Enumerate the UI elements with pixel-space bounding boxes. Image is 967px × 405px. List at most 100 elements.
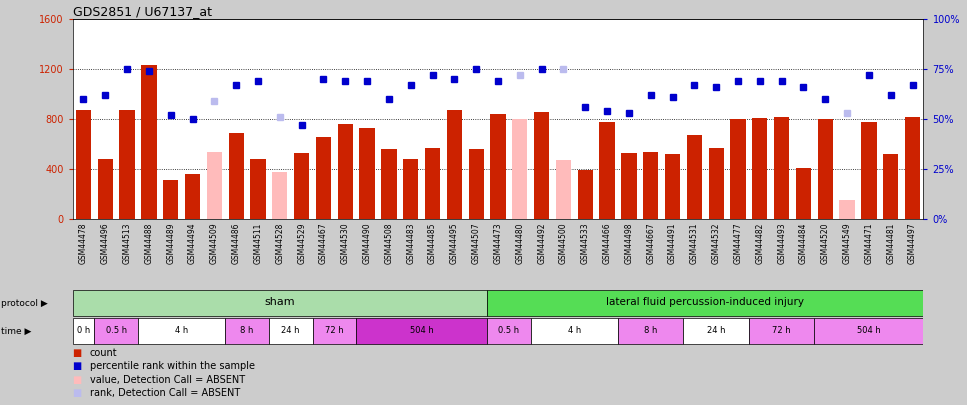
Text: 4 h: 4 h bbox=[568, 326, 581, 335]
Text: 72 h: 72 h bbox=[325, 326, 343, 335]
Text: GSM44490: GSM44490 bbox=[363, 222, 371, 264]
Bar bbox=[643, 151, 659, 219]
Bar bbox=[95, 318, 138, 343]
Text: GSM44511: GSM44511 bbox=[253, 222, 262, 264]
Bar bbox=[425, 148, 440, 219]
Text: GSM44481: GSM44481 bbox=[887, 222, 895, 264]
Bar bbox=[316, 136, 331, 219]
Text: GSM44480: GSM44480 bbox=[515, 222, 524, 264]
Text: protocol ▶: protocol ▶ bbox=[1, 298, 47, 307]
Bar bbox=[818, 119, 833, 219]
Bar bbox=[490, 114, 506, 219]
Text: GSM44482: GSM44482 bbox=[755, 222, 764, 264]
Text: 8 h: 8 h bbox=[241, 326, 253, 335]
Text: count: count bbox=[90, 348, 118, 358]
Bar bbox=[752, 118, 768, 219]
Bar bbox=[556, 160, 571, 219]
Text: 8 h: 8 h bbox=[644, 326, 658, 335]
Bar bbox=[531, 318, 618, 343]
Bar bbox=[141, 65, 157, 219]
Text: GSM44488: GSM44488 bbox=[144, 222, 154, 264]
Text: GSM44485: GSM44485 bbox=[428, 222, 437, 264]
Text: 504 h: 504 h bbox=[410, 326, 433, 335]
Text: 72 h: 72 h bbox=[773, 326, 791, 335]
Bar bbox=[272, 171, 287, 219]
Text: 504 h: 504 h bbox=[857, 326, 881, 335]
Text: GSM44500: GSM44500 bbox=[559, 222, 568, 264]
Text: GSM44491: GSM44491 bbox=[668, 222, 677, 264]
Bar bbox=[839, 200, 855, 219]
Bar bbox=[73, 290, 487, 315]
Text: GSM44471: GSM44471 bbox=[864, 222, 873, 264]
Bar bbox=[487, 318, 531, 343]
Bar bbox=[748, 318, 814, 343]
Bar bbox=[73, 318, 95, 343]
Text: GSM44483: GSM44483 bbox=[406, 222, 415, 264]
Bar bbox=[883, 154, 898, 219]
Text: time ▶: time ▶ bbox=[1, 326, 31, 335]
Bar bbox=[730, 119, 746, 219]
Bar bbox=[120, 110, 134, 219]
Text: GSM44530: GSM44530 bbox=[340, 222, 350, 264]
Text: GSM44529: GSM44529 bbox=[297, 222, 307, 264]
Bar bbox=[163, 180, 178, 219]
Bar bbox=[294, 153, 309, 219]
Bar bbox=[618, 318, 684, 343]
Text: GDS2851 / U67137_at: GDS2851 / U67137_at bbox=[73, 5, 212, 18]
Text: ■: ■ bbox=[73, 361, 82, 371]
Bar bbox=[98, 159, 113, 219]
Bar bbox=[814, 318, 923, 343]
Bar bbox=[337, 124, 353, 219]
Bar bbox=[185, 174, 200, 219]
Text: GSM44520: GSM44520 bbox=[821, 222, 830, 264]
Bar bbox=[250, 159, 266, 219]
Text: rank, Detection Call = ABSENT: rank, Detection Call = ABSENT bbox=[90, 388, 240, 398]
Text: ■: ■ bbox=[73, 388, 82, 398]
Bar bbox=[360, 128, 375, 219]
Text: GSM44507: GSM44507 bbox=[472, 222, 481, 264]
Text: GSM44498: GSM44498 bbox=[625, 222, 633, 264]
Bar bbox=[665, 154, 680, 219]
Text: GSM44549: GSM44549 bbox=[842, 222, 852, 264]
Bar bbox=[621, 153, 636, 219]
Bar bbox=[684, 318, 748, 343]
Text: GSM44486: GSM44486 bbox=[232, 222, 241, 264]
Text: sham: sham bbox=[265, 297, 295, 307]
Text: percentile rank within the sample: percentile rank within the sample bbox=[90, 361, 255, 371]
Text: GSM44508: GSM44508 bbox=[385, 222, 394, 264]
Text: GSM44532: GSM44532 bbox=[712, 222, 720, 264]
Text: GSM44495: GSM44495 bbox=[450, 222, 459, 264]
Text: GSM44484: GSM44484 bbox=[799, 222, 808, 264]
Bar bbox=[469, 149, 484, 219]
Bar bbox=[513, 119, 527, 219]
Text: 0.5 h: 0.5 h bbox=[498, 326, 519, 335]
Bar bbox=[774, 117, 789, 219]
Bar bbox=[225, 318, 269, 343]
Text: GSM44489: GSM44489 bbox=[166, 222, 175, 264]
Text: GSM44513: GSM44513 bbox=[123, 222, 132, 264]
Bar bbox=[381, 149, 396, 219]
Bar bbox=[577, 170, 593, 219]
Text: GSM44533: GSM44533 bbox=[581, 222, 590, 264]
Text: GSM44494: GSM44494 bbox=[188, 222, 197, 264]
Text: ■: ■ bbox=[73, 375, 82, 385]
Bar bbox=[487, 290, 923, 315]
Bar bbox=[312, 318, 356, 343]
Bar bbox=[356, 318, 487, 343]
Text: GSM44667: GSM44667 bbox=[646, 222, 656, 264]
Bar bbox=[796, 168, 811, 219]
Bar bbox=[687, 135, 702, 219]
Bar bbox=[138, 318, 225, 343]
Bar bbox=[534, 111, 549, 219]
Bar bbox=[207, 151, 222, 219]
Text: 24 h: 24 h bbox=[281, 326, 300, 335]
Text: GSM44477: GSM44477 bbox=[734, 222, 743, 264]
Text: 4 h: 4 h bbox=[175, 326, 189, 335]
Text: GSM44467: GSM44467 bbox=[319, 222, 328, 264]
Bar bbox=[709, 148, 724, 219]
Text: GSM44531: GSM44531 bbox=[689, 222, 699, 264]
Text: value, Detection Call = ABSENT: value, Detection Call = ABSENT bbox=[90, 375, 245, 385]
Text: GSM44497: GSM44497 bbox=[908, 222, 917, 264]
Text: 24 h: 24 h bbox=[707, 326, 725, 335]
Bar bbox=[75, 110, 91, 219]
